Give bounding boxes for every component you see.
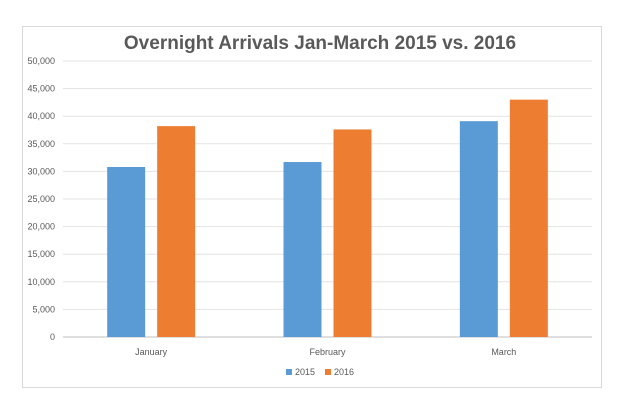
x-category-label: February xyxy=(309,347,346,357)
legend-swatch xyxy=(325,369,331,375)
bar-2015-february xyxy=(283,162,322,337)
bars xyxy=(107,99,548,337)
y-tick-label: 0 xyxy=(50,332,55,342)
legend: 2015 2016 xyxy=(0,367,640,377)
bar-2016-march xyxy=(509,99,548,337)
y-tick-label: 45,000 xyxy=(27,84,55,94)
bar-2015-january xyxy=(107,166,146,337)
y-tick-label: 25,000 xyxy=(27,194,55,204)
bar-2016-february xyxy=(333,129,372,337)
y-tick-label: 30,000 xyxy=(27,166,55,176)
y-axis-ticks: 0 5,000 10,000 15,000 20,000 25,000 30,000 35,0… xyxy=(27,56,55,342)
legend-swatch xyxy=(285,369,292,375)
x-category-label: January xyxy=(135,347,168,357)
y-tick-label: 20,000 xyxy=(27,222,55,232)
bar-2015-march xyxy=(459,121,498,337)
y-tick-label: 5,000 xyxy=(32,304,55,314)
chart-title: Overnight Arrivals Jan-March 2015 vs. 20… xyxy=(123,33,517,54)
y-tick-label: 35,000 xyxy=(27,139,55,149)
gridlines xyxy=(63,60,592,338)
legend-label: 2016 xyxy=(334,367,355,377)
legend-item-2016: 2016 xyxy=(325,367,354,377)
legend-label: 2015 xyxy=(294,367,315,377)
bar-2016-january xyxy=(157,126,196,337)
x-category-label: March xyxy=(491,347,516,357)
y-tick-label: 10,000 xyxy=(27,277,55,287)
y-tick-label: 50,000 xyxy=(27,56,55,66)
x-axis-categories: January February March xyxy=(135,347,516,357)
y-tick-label: 15,000 xyxy=(27,249,55,259)
legend-item-2015: 2015 xyxy=(285,367,315,377)
y-tick-label: 40,000 xyxy=(27,111,55,121)
